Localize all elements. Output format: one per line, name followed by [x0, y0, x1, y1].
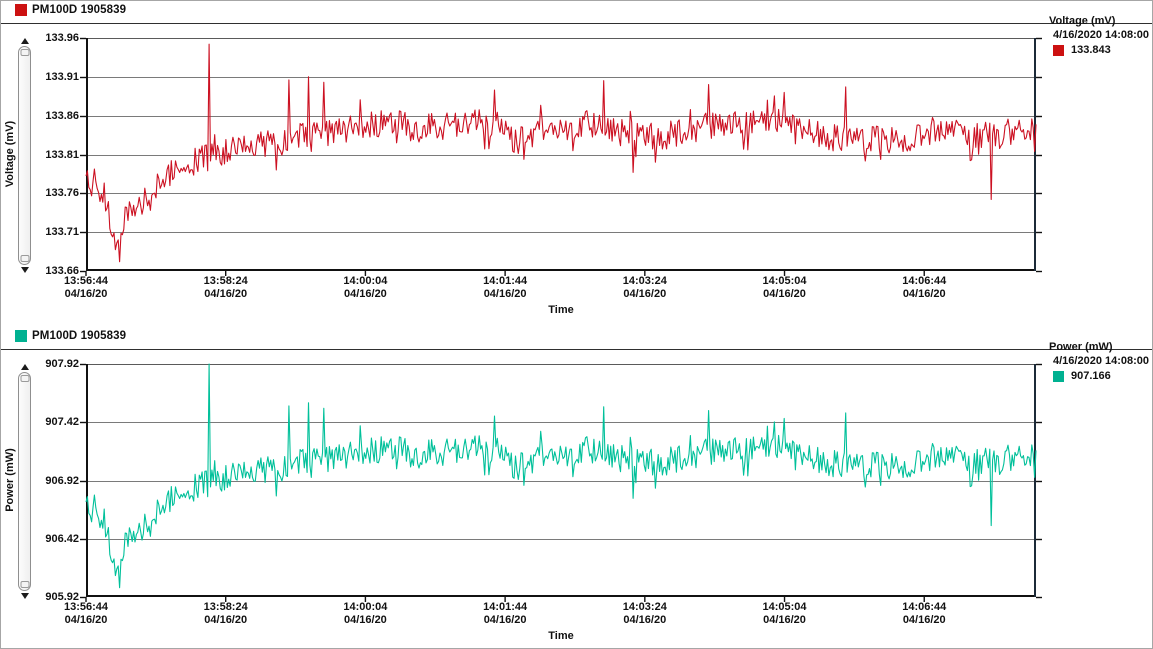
legend-color-swatch — [1053, 370, 1064, 382]
voltage-chart-header: PM100D 1905839 — [15, 4, 126, 16]
y-axis-tick-label: 907.42 — [45, 416, 79, 429]
device-label: PM100D 1905839 — [32, 4, 127, 16]
series-color-swatch — [15, 330, 27, 342]
thumb-grip-top[interactable] — [20, 375, 29, 382]
y-axis-scrollbar[interactable] — [16, 363, 33, 600]
series-line — [85, 43, 1037, 263]
x-axis-tick-label: 14:05:04 04/16/20 — [762, 275, 807, 300]
x-axis-title: Time — [548, 630, 574, 642]
scrollbar-thumb[interactable] — [18, 372, 31, 591]
thumb-grip-bottom[interactable] — [20, 581, 29, 588]
power-legend: Power (mW) 4/16/2020 14:08:00 907.166 — [1041, 340, 1152, 383]
y-axis-tick-label: 905.92 — [45, 591, 79, 603]
power-plot[interactable] — [80, 363, 1042, 602]
series-color-swatch — [15, 4, 27, 16]
legend-current-value-row: 907.166 — [1041, 369, 1152, 383]
x-axis-tick-label: 14:00:04 04/16/20 — [343, 275, 388, 300]
thumb-grip-bottom[interactable] — [20, 255, 29, 262]
y-axis-tick-label: 133.71 — [45, 226, 79, 239]
scroll-down-arrow-icon[interactable] — [20, 593, 29, 599]
x-axis-tick-label: 13:56:44 04/16/20 — [63, 275, 109, 300]
legend-title: Power (mW) — [1049, 341, 1113, 353]
x-axis-tick-label: 14:00:04 04/16/20 — [343, 601, 388, 626]
x-axis-tick-label: 14:01:44 04/16/20 — [483, 601, 528, 626]
y-axis-tick-label: 133.76 — [45, 187, 79, 200]
series-line — [85, 363, 1037, 589]
y-axis-tick-label: 133.66 — [45, 265, 79, 277]
voltage-chart-section: PM100D 1905839 Voltage (mV) 133.96 133.91… — [1, 1, 1152, 324]
y-axis-tick-label: 907.92 — [45, 358, 79, 370]
x-axis-tick-label: 13:58:24 04/16/20 — [203, 275, 248, 300]
y-axis-tick-label: 133.91 — [45, 70, 79, 83]
x-axis-tick-label: 14:06:44 04/16/20 — [902, 601, 947, 626]
legend-value: 907.166 — [1071, 370, 1111, 382]
legend-title: Voltage (mV) — [1049, 15, 1116, 27]
device-label: PM100D 1905839 — [32, 330, 127, 342]
scroll-up-arrow-icon[interactable] — [20, 364, 29, 370]
scrollbar-thumb[interactable] — [18, 46, 31, 265]
header-divider — [1, 349, 1152, 350]
x-axis-tick-label: 13:58:24 04/16/20 — [203, 601, 248, 626]
x-axis-tick-label: 13:56:44 04/16/20 — [63, 601, 109, 626]
legend-current-value-row: 133.843 — [1041, 43, 1152, 57]
scroll-down-arrow-icon[interactable] — [20, 267, 29, 273]
y-axis-tick-label: 133.96 — [45, 32, 79, 44]
x-axis-tick-label: 14:01:44 04/16/20 — [483, 275, 528, 300]
scroll-up-arrow-icon[interactable] — [20, 38, 29, 44]
power-chart-header: PM100D 1905839 — [15, 330, 126, 342]
y-axis-scrollbar[interactable] — [16, 37, 33, 274]
x-axis-title: Time — [548, 304, 574, 316]
legend-timestamp: 4/16/2020 14:08:00 — [1053, 29, 1150, 41]
y-axis-tick-label: 133.86 — [45, 109, 79, 122]
voltage-legend: Voltage (mV) 4/16/2020 14:08:00 133.843 — [1041, 14, 1152, 57]
legend-timestamp: 4/16/2020 14:08:00 — [1053, 355, 1150, 367]
y-axis-tick-label: 906.42 — [45, 532, 79, 545]
x-axis-tick-label: 14:03:24 04/16/20 — [622, 275, 667, 300]
y-axis-tick-label: 906.92 — [45, 474, 79, 487]
legend-color-swatch — [1053, 44, 1064, 56]
x-axis-tick-label: 14:05:04 04/16/20 — [762, 601, 807, 626]
legend-value: 133.843 — [1071, 44, 1111, 56]
header-divider — [1, 23, 1152, 24]
y-axis-tick-label: 133.81 — [45, 148, 79, 161]
x-axis-tick-label: 14:06:44 04/16/20 — [902, 275, 947, 300]
power-chart-section: PM100D 1905839 Power (mW) 907.92 907.42 90… — [1, 327, 1152, 648]
voltage-plot[interactable] — [80, 37, 1042, 276]
thumb-grip-top[interactable] — [20, 49, 29, 56]
x-axis-tick-label: 14:03:24 04/16/20 — [622, 601, 667, 626]
